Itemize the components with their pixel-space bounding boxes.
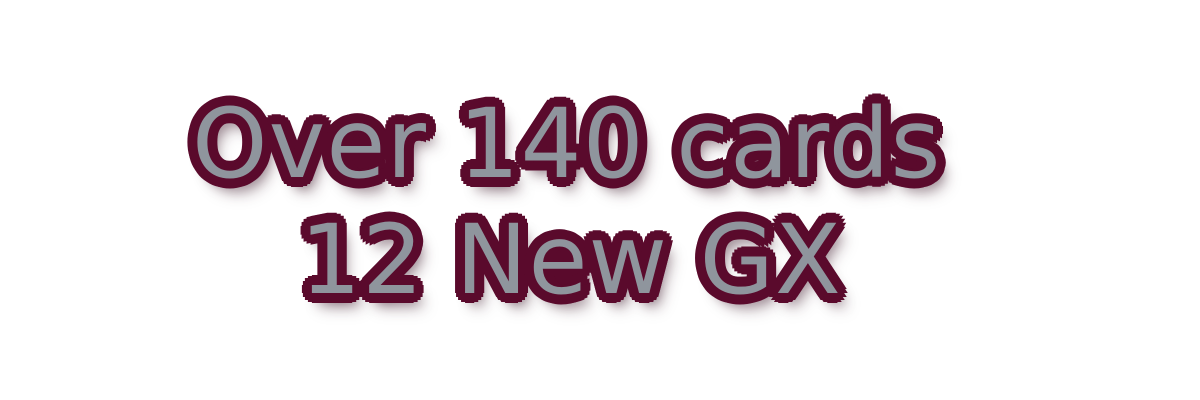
banner-line-new-gx: 12 New GX <box>300 204 842 316</box>
banner-line-card-count: Over 140 cards <box>192 88 942 200</box>
